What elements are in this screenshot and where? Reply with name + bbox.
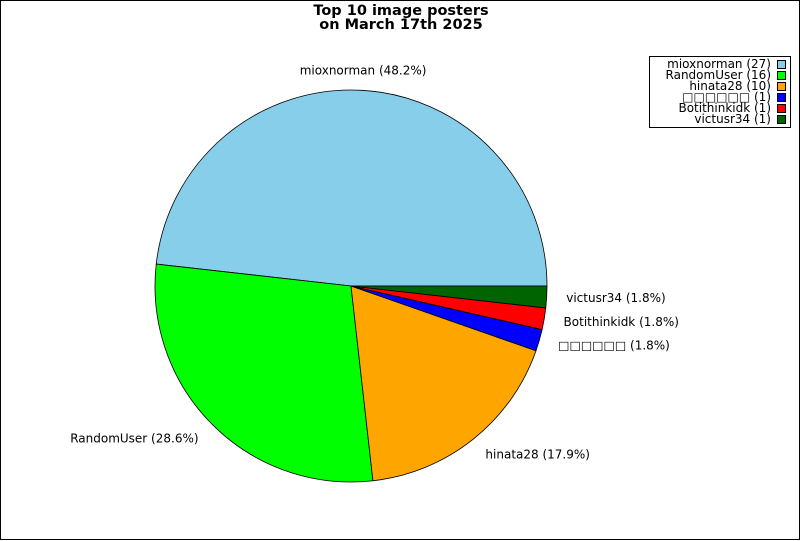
legend-item-1: RandomUser (16) <box>652 68 786 82</box>
legend-label: RandomUser (16) <box>665 68 771 82</box>
chart-title-line-1: Top 10 image posters <box>313 3 489 19</box>
legend-item-4: Botithinkidk (1) <box>652 101 786 115</box>
legend-swatch <box>777 82 786 91</box>
pie-slice-label-1: RandomUser (28.6%) <box>70 431 198 445</box>
legend-label: hinata28 (10) <box>689 79 771 93</box>
pie-slice-label-0: mioxnorman (48.2%) <box>300 64 427 78</box>
legend-label: Botithinkidk (1) <box>678 101 771 115</box>
legend-label: □□□□□□ (1) <box>682 90 771 104</box>
pie-slice-5 <box>350 285 548 309</box>
pie-slice-1 <box>154 263 374 483</box>
pie-slice-label-4: Botithinkidk (1.8%) <box>564 315 679 329</box>
legend-swatch <box>777 71 786 80</box>
pie-slice-0 <box>155 89 548 287</box>
legend-item-5: victusr34 (1) <box>652 112 786 126</box>
legend-swatch <box>777 115 786 124</box>
legend-swatch <box>777 104 786 113</box>
pie-slice-label-5: victusr34 (1.8%) <box>566 291 665 305</box>
legend-label: mioxnorman (27) <box>667 57 771 71</box>
pie-slice-label-3: □□□□□□ (1.8%) <box>558 339 670 353</box>
chart-title: Top 10 image posters on March 17th 2025 <box>1 3 800 33</box>
legend-item-2: hinata28 (10) <box>652 79 786 93</box>
legend-item-3: □□□□□□ (1) <box>652 90 786 104</box>
legend-item-0: mioxnorman (27) <box>652 57 786 71</box>
legend-swatch <box>777 60 786 69</box>
pie-slice-label-2: hinata28 (17.9%) <box>485 448 590 462</box>
legend-swatch <box>777 93 786 102</box>
chart-title-line-2: on March 17th 2025 <box>319 17 483 33</box>
legend-label: victusr34 (1) <box>694 112 771 126</box>
chart-legend: mioxnorman (27) RandomUser (16) hinata28 (… <box>649 56 791 128</box>
